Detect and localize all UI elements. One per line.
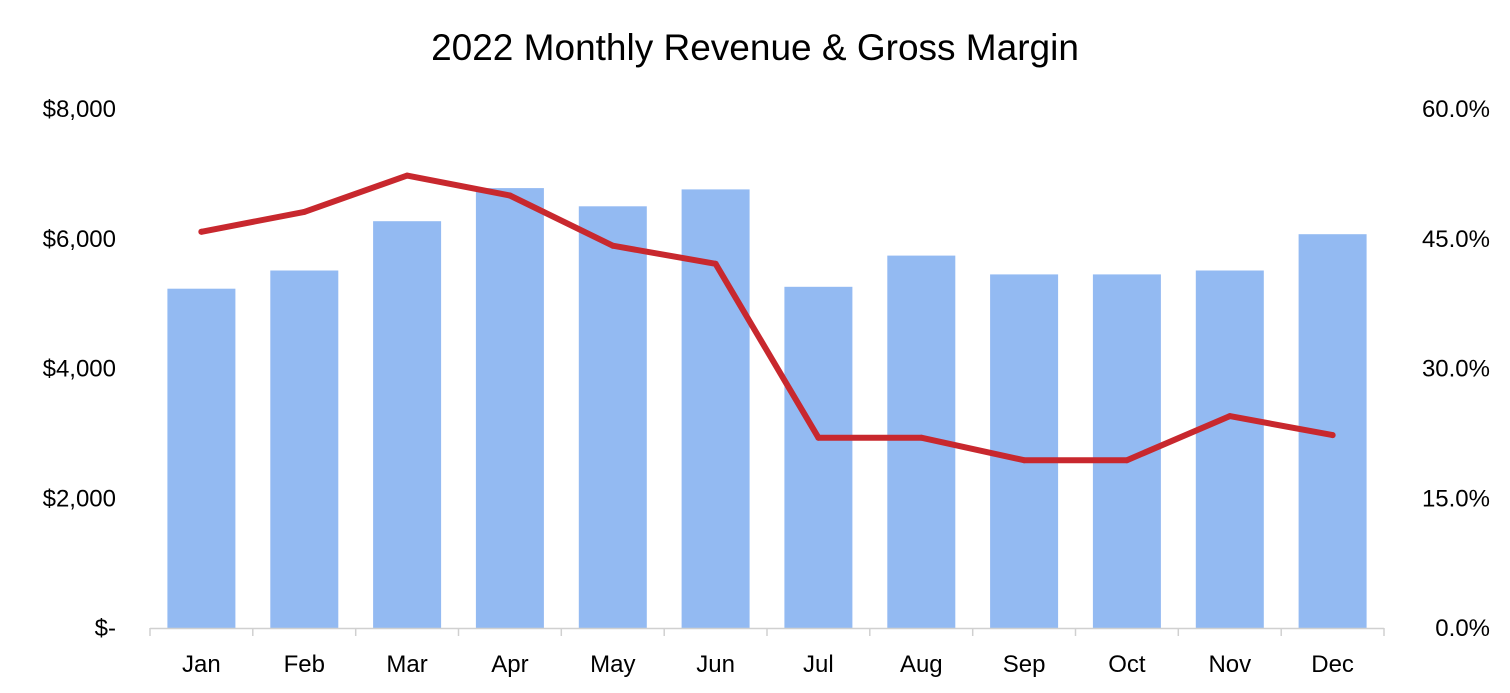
revenue-bar-may <box>578 206 647 629</box>
right-y-tick-label: 30.0% <box>1422 356 1490 383</box>
gross-margin-point-may <box>609 242 616 249</box>
revenue-bar-feb <box>270 270 339 628</box>
gross-margin-point-aug <box>918 434 925 441</box>
left-y-axis-labels: $- $2,000 $4,000 $6,000 $8,000 <box>43 96 116 642</box>
right-y-tick-label: 45.0% <box>1422 226 1490 253</box>
x-tick-label-jul: Jul <box>803 651 834 678</box>
gross-margin-point-feb <box>301 208 308 215</box>
left-y-tick-label: $- <box>95 615 116 642</box>
gross-margin-point-mar <box>404 172 411 179</box>
gross-margin-point-jan <box>198 228 205 235</box>
revenue-bar-jan <box>167 288 236 628</box>
x-tick-label-oct: Oct <box>1108 651 1146 678</box>
x-tick-label-dec: Dec <box>1311 651 1354 678</box>
gross-margin-point-apr <box>506 192 513 199</box>
revenue-bars <box>167 188 1367 629</box>
gross-margin-point-jul <box>815 434 822 441</box>
gross-margin-point-dec <box>1329 432 1336 439</box>
gross-margin-point-jun <box>712 260 719 267</box>
right-y-tick-label: 0.0% <box>1435 615 1490 642</box>
revenue-bar-jul <box>784 286 853 628</box>
x-tick-label-mar: Mar <box>386 651 427 678</box>
revenue-bar-apr <box>475 188 544 628</box>
chart-title: 2022 Monthly Revenue & Gross Margin <box>431 27 1079 68</box>
x-tick-label-jun: Jun <box>696 651 735 678</box>
revenue-bar-nov <box>1195 270 1264 628</box>
right-y-axis-labels: 0.0% 15.0% 30.0% 45.0% 60.0% <box>1422 96 1490 642</box>
left-y-tick-label: $6,000 <box>43 226 116 253</box>
gross-margin-point-nov <box>1226 413 1233 420</box>
x-tick-label-aug: Aug <box>900 651 943 678</box>
left-y-tick-label: $4,000 <box>43 356 116 383</box>
x-tick-label-apr: Apr <box>491 651 528 678</box>
left-y-tick-label: $2,000 <box>43 485 116 512</box>
x-tick-label-may: May <box>590 651 635 678</box>
revenue-bar-mar <box>373 221 442 628</box>
right-y-tick-label: 60.0% <box>1422 96 1490 123</box>
x-tick-label-sep: Sep <box>1003 651 1046 678</box>
x-axis-labels: Jan Feb Mar Apr May Jun Jul Aug Sep Oct Nov Dec <box>182 651 1354 678</box>
right-y-tick-label: 15.0% <box>1422 485 1490 512</box>
left-y-tick-label: $8,000 <box>43 96 116 123</box>
gross-margin-line <box>198 172 1336 464</box>
revenue-bar-sep <box>990 274 1059 628</box>
gross-margin-point-sep <box>1021 457 1028 464</box>
x-axis <box>149 627 1385 636</box>
x-tick-label-feb: Feb <box>284 651 325 678</box>
x-tick-label-nov: Nov <box>1208 651 1251 678</box>
x-tick-label-jan: Jan <box>182 651 221 678</box>
gross-margin-point-oct <box>1123 457 1130 464</box>
revenue-bar-jun <box>681 189 750 628</box>
gross-margin-line-group <box>198 172 1336 464</box>
